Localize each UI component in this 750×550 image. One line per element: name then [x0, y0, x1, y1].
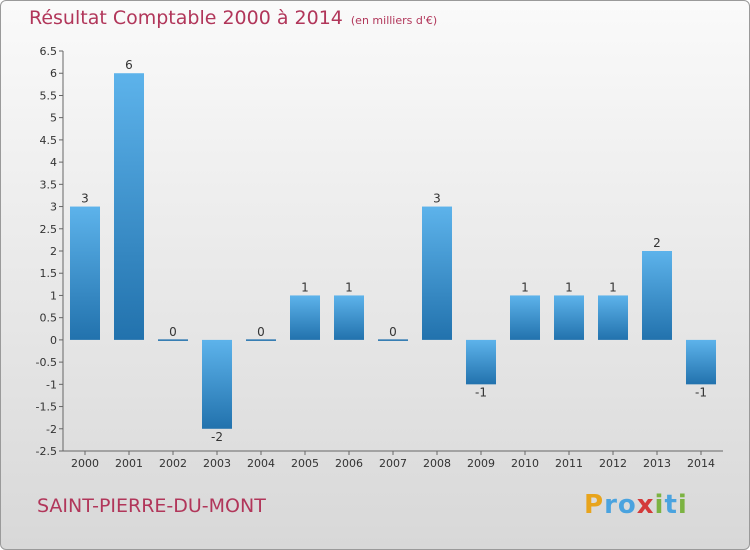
chart-title-text: Résultat Comptable 2000 à 2014 — [29, 7, 343, 29]
x-tick-label: 2014 — [687, 457, 715, 470]
y-tick-label: 2 — [50, 245, 57, 258]
bar — [202, 339, 232, 429]
data-label: 0 — [257, 325, 265, 339]
x-tick-label: 2000 — [71, 457, 99, 470]
bar — [422, 206, 452, 340]
bar — [510, 295, 540, 340]
commune-name: SAINT-PIERRE-DU-MONT — [37, 495, 266, 517]
y-tick-label: -2 — [46, 423, 57, 436]
y-tick-label: -1.5 — [36, 401, 57, 414]
y-tick-label: 3 — [50, 201, 57, 214]
y-tick-label: 5 — [50, 112, 57, 125]
data-label: 1 — [521, 280, 529, 294]
data-label: 1 — [565, 280, 573, 294]
y-tick-label: 2.5 — [40, 223, 58, 236]
data-label: -2 — [211, 430, 223, 444]
bar — [642, 251, 672, 340]
chart-unit: (en milliers d'€) — [350, 14, 438, 27]
bar — [378, 339, 408, 341]
y-tick-label: 0.5 — [40, 312, 58, 325]
chart-title: Résultat Comptable 2000 à 2014 (en millie… — [29, 7, 437, 29]
bar — [114, 73, 144, 340]
y-tick-label: -1 — [46, 378, 57, 391]
logo-letter: i — [677, 490, 688, 520]
y-tick-label: 4 — [50, 156, 57, 169]
x-tick-label: 2005 — [291, 457, 319, 470]
y-tick-label: 6.5 — [40, 45, 58, 58]
logo-letter: x — [636, 490, 655, 520]
bar — [70, 206, 100, 340]
bar — [246, 339, 276, 341]
logo-letter: t — [664, 490, 678, 520]
y-tick-label: 3.5 — [40, 178, 58, 191]
y-tick-label: 5.5 — [40, 89, 58, 102]
y-tick-label: -0.5 — [36, 356, 57, 369]
x-tick-label: 2010 — [511, 457, 539, 470]
x-tick-label: 2003 — [203, 457, 231, 470]
logo-letter: P — [584, 490, 605, 520]
x-tick-label: 2006 — [335, 457, 363, 470]
x-tick-label: 2013 — [643, 457, 671, 470]
bar — [686, 339, 716, 385]
bar — [334, 295, 364, 340]
logo-letter: o — [617, 490, 637, 520]
data-label: 0 — [169, 325, 177, 339]
data-label: 3 — [81, 192, 89, 206]
x-tick-label: 2009 — [467, 457, 495, 470]
x-tick-label: 2008 — [423, 457, 451, 470]
data-label: 0 — [389, 325, 397, 339]
data-label: 1 — [345, 280, 353, 294]
data-label: 6 — [125, 58, 133, 72]
data-label: 1 — [301, 280, 309, 294]
data-label: 2 — [653, 236, 661, 250]
x-tick-label: 2001 — [115, 457, 143, 470]
y-tick-label: 6 — [50, 67, 57, 80]
x-tick-label: 2012 — [599, 457, 627, 470]
data-label: -1 — [475, 385, 487, 399]
y-tick-label: -2.5 — [36, 445, 57, 458]
data-label: -1 — [695, 385, 707, 399]
logo-letter: i — [654, 490, 665, 520]
y-tick-label: 1.5 — [40, 267, 58, 280]
bar — [554, 295, 584, 340]
x-tick-label: 2002 — [159, 457, 187, 470]
y-tick-label: 1 — [50, 289, 57, 302]
x-tick-label: 2007 — [379, 457, 407, 470]
data-label: 3 — [433, 192, 441, 206]
bar — [598, 295, 628, 340]
data-label: 1 — [609, 280, 617, 294]
logo-letter: r — [604, 490, 618, 520]
bar — [290, 295, 320, 340]
x-tick-label: 2011 — [555, 457, 583, 470]
bar — [466, 339, 496, 385]
bar — [158, 339, 188, 341]
proxiti-logo: Proxiti — [584, 490, 688, 520]
x-tick-label: 2004 — [247, 457, 275, 470]
y-tick-label: 4.5 — [40, 134, 58, 147]
y-tick-label: 0 — [50, 334, 57, 347]
